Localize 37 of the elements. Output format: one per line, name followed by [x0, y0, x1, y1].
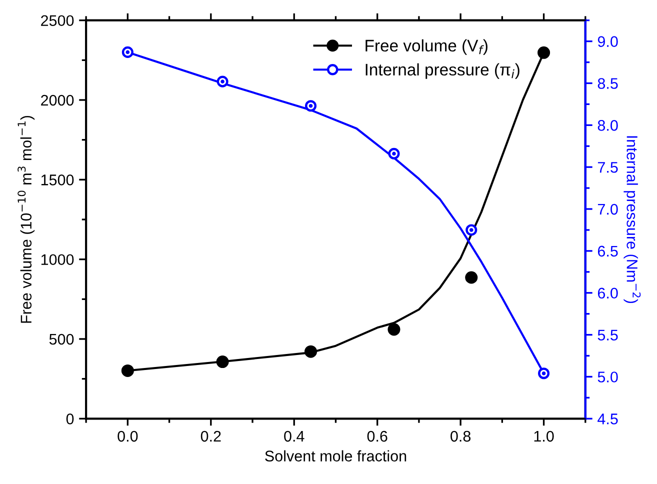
x-tick-label: 0.0	[118, 430, 138, 442]
y2-axis-title: Internal pressure (Nm$^{−2}$)	[624, 136, 641, 304]
y2-tick-label: 9.0	[598, 36, 618, 47]
y2-tick-label: 5.5	[598, 330, 618, 340]
legend-label: Free volume (V$_{f}$)	[366, 39, 488, 55]
point	[388, 323, 400, 336]
y2-tick-label: 7.0	[598, 204, 618, 215]
y2-tick-label: 6.0	[598, 288, 618, 299]
x-tick-label: 0.8	[450, 430, 471, 442]
point	[466, 224, 478, 236]
y-tick-label: 1500	[41, 174, 74, 186]
point	[538, 46, 550, 59]
y2-tick-label: 8.0	[598, 120, 618, 131]
point	[388, 148, 400, 160]
y-tick-label: 2500	[41, 15, 74, 26]
x-tick-label: 1.0	[534, 430, 554, 442]
y2-tick-label: 5.0	[598, 372, 618, 382]
point	[304, 100, 317, 112]
y-tick-label: 1000	[41, 254, 74, 266]
x-tick-label: 0.6	[367, 430, 388, 442]
x-tick-label: 0.4	[284, 430, 304, 442]
point	[216, 76, 228, 88]
point	[121, 364, 134, 377]
point	[216, 356, 229, 368]
legend-label: Internal pressure (π$_{i}$)	[366, 63, 520, 79]
point	[304, 345, 318, 358]
x-axis-title: Solvent mole fraction	[265, 450, 406, 462]
y-tick-label: 0	[66, 414, 74, 424]
y2-tick-label: 8.5	[598, 78, 618, 89]
y-tick-label: 500	[49, 334, 74, 345]
y2-tick-label: 4.5	[598, 414, 618, 424]
y-axis-title: Free volume (10$^{−10}$ m$^{3}$ mol$^{−1}$)	[18, 116, 35, 323]
y2-tick-label: 7.5	[598, 162, 618, 173]
point	[465, 271, 478, 284]
y-tick-label: 2000	[41, 94, 74, 106]
x-tick-label: 0.2	[200, 430, 221, 442]
y2-tick-label: 6.5	[598, 246, 618, 257]
